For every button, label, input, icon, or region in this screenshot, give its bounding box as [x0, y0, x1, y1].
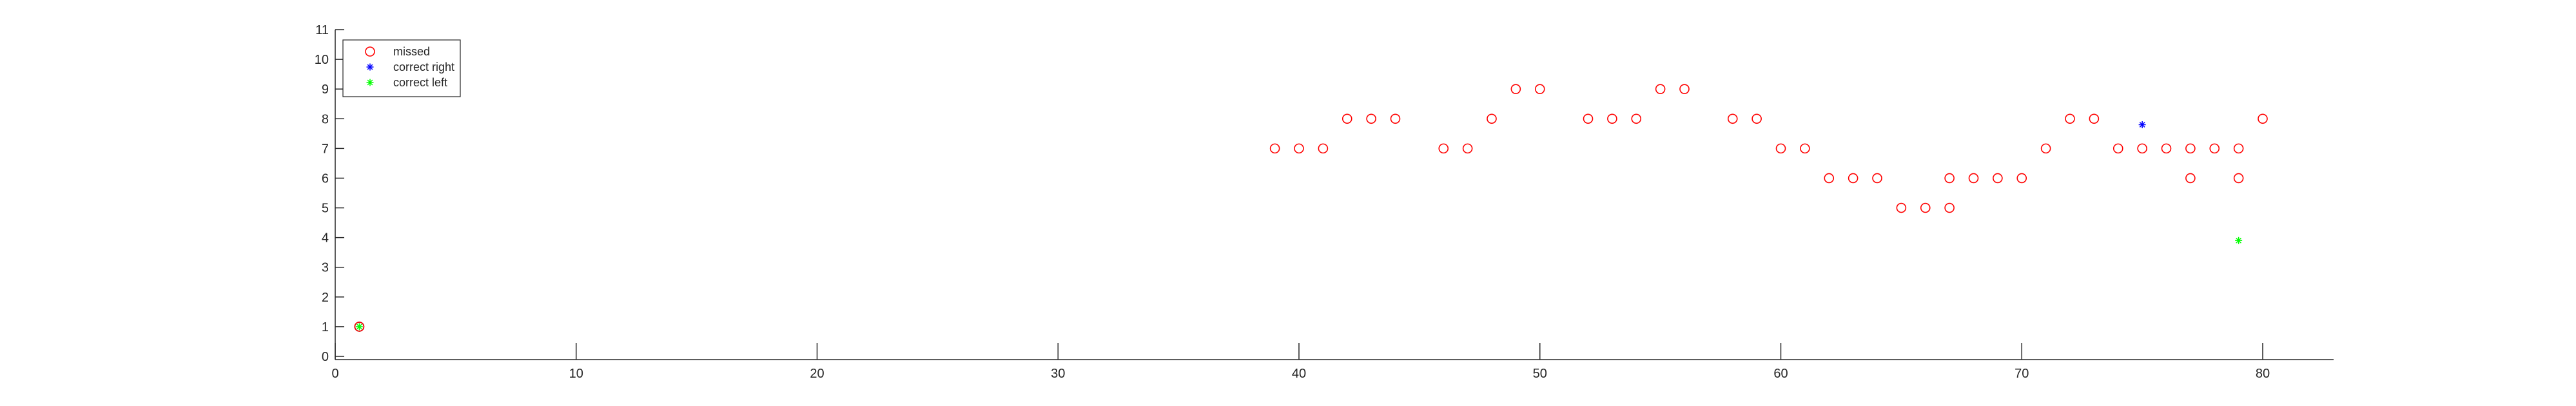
x-tick-label: 10	[569, 367, 583, 381]
y-tick-label: 7	[322, 142, 329, 156]
data-markers	[354, 84, 2268, 332]
point-missed	[2233, 173, 2244, 184]
point-missed	[1679, 84, 1690, 94]
point-missed	[1631, 113, 1642, 124]
legend-marker	[366, 79, 374, 86]
y-tick-label: 8	[322, 112, 329, 126]
point-missed	[2185, 173, 2196, 184]
point-missed	[2113, 143, 2123, 154]
legend-label: correct left	[393, 76, 447, 89]
legend-box	[342, 39, 461, 97]
x-tick-label: 50	[1533, 367, 1547, 381]
point-missed	[1318, 143, 1329, 154]
point-missed	[1944, 202, 1955, 213]
legend-label: correct right	[393, 61, 454, 73]
y-tick-label: 6	[322, 171, 329, 186]
legend-marker	[365, 46, 375, 57]
point-missed	[1751, 113, 1762, 124]
point-missed	[2016, 173, 2027, 184]
point-correct-right	[2138, 121, 2146, 128]
point-missed	[2185, 143, 2196, 154]
point-missed	[1390, 113, 1401, 124]
point-missed	[1342, 113, 1352, 124]
point-missed	[1727, 113, 1738, 124]
point-missed	[1824, 173, 1835, 184]
point-missed	[1366, 113, 1376, 124]
legend-marker	[366, 63, 374, 71]
point-missed	[1848, 173, 1859, 184]
point-missed	[2089, 113, 2100, 124]
point-missed	[2065, 113, 2075, 124]
x-tick-label: 70	[2015, 367, 2029, 381]
point-missed	[1920, 202, 1931, 213]
point-correct-left	[2235, 237, 2243, 244]
point-missed	[2040, 143, 2051, 154]
y-tick-label: 9	[322, 82, 329, 97]
axes	[335, 30, 2334, 360]
legend: missed correct right correct left	[342, 39, 461, 97]
point-missed	[1775, 143, 1786, 154]
x-tick-label: 60	[1773, 367, 1788, 381]
point-missed	[1896, 202, 1907, 213]
y-tick-label: 3	[322, 261, 329, 275]
x-tick-label: 30	[1051, 367, 1065, 381]
point-missed	[2258, 113, 2268, 124]
point-missed	[1944, 173, 1955, 184]
y-tick-label: 0	[322, 350, 329, 364]
point-missed	[1655, 84, 1666, 94]
x-tick-label: 40	[1292, 367, 1306, 381]
point-missed	[1462, 143, 1473, 154]
point-missed	[2233, 143, 2244, 154]
point-missed	[1993, 173, 2003, 184]
y-tick-label: 2	[322, 291, 329, 305]
y-tick-label: 5	[322, 202, 329, 216]
point-missed	[1269, 143, 1280, 154]
x-tick-label: 0	[331, 367, 338, 381]
point-missed	[1487, 113, 1497, 124]
point-missed	[2209, 143, 2220, 154]
y-tick-label: 1	[322, 320, 329, 334]
y-tick-label: 4	[322, 231, 329, 246]
point-missed	[1872, 173, 1882, 184]
x-tick-label: 20	[810, 367, 824, 381]
ticks: 0 10 20 30 40 50 60 70 80 0 1 2 3 4 5 6 7 8 9 10 11	[315, 23, 2270, 381]
point-missed	[1607, 113, 1617, 124]
point-overlay	[354, 322, 365, 332]
point-missed	[2137, 143, 2147, 154]
y-tick-label: 11	[315, 23, 329, 37]
legend-label: missed	[393, 45, 430, 58]
point-missed	[1510, 84, 1521, 94]
point-missed	[1968, 173, 1979, 184]
point-missed	[1294, 143, 1304, 154]
point-missed	[1438, 143, 1449, 154]
point-missed	[1583, 113, 1594, 124]
point-overlay	[355, 323, 363, 331]
point-missed	[1800, 143, 1810, 154]
point-missed	[1534, 84, 1545, 94]
y-tick-label: 10	[315, 53, 329, 67]
x-tick-label: 80	[2256, 367, 2270, 381]
point-missed	[2161, 143, 2172, 154]
